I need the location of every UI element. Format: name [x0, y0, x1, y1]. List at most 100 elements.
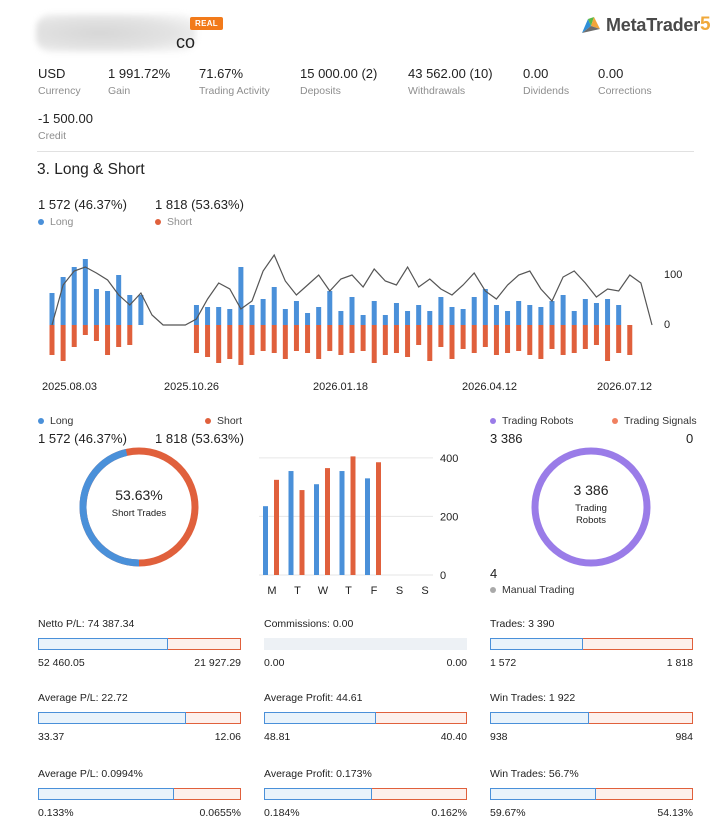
- short-total: 1 818 (53.63%): [155, 197, 244, 212]
- timeline-long-bar: [360, 315, 366, 325]
- timeline-long-bar: [105, 291, 111, 325]
- robots-center-value: 3 386: [573, 482, 609, 498]
- metatrader-logo-icon: [582, 17, 600, 33]
- split-bar-right-part: [583, 638, 693, 650]
- weekday-short-bar: [325, 468, 330, 575]
- logo-number: 5: [700, 14, 711, 35]
- stat-label: Dividends: [523, 85, 570, 97]
- manual-value: 4: [490, 566, 498, 581]
- stat-label: Gain: [108, 85, 131, 97]
- long-total: 1 572 (46.37%): [38, 197, 127, 212]
- timeline-short-bar: [527, 325, 533, 355]
- timeline-long-bar: [305, 313, 311, 325]
- timeline-long-bar: [471, 297, 477, 325]
- timeline-short-bar: [449, 325, 455, 359]
- long-short-donut: [79, 447, 199, 567]
- timeline-short-bar: [416, 325, 422, 345]
- weekday-xtick: T: [294, 585, 301, 597]
- stat-split-bar: [264, 712, 467, 724]
- long-legend: Long: [38, 216, 73, 228]
- timeline-short-bar: [293, 325, 299, 351]
- timeline-long-bar: [349, 297, 355, 325]
- short-dot-icon: [205, 418, 211, 424]
- blurred-account-name: [36, 14, 196, 52]
- stat-split-bar: [490, 712, 693, 724]
- timeline-short-bar: [60, 325, 66, 361]
- donut-center: 53.63% Short Trades: [78, 487, 200, 519]
- timeline-short-bar: [249, 325, 255, 355]
- stat-bar-title: Average P/L: 22.72: [38, 692, 128, 704]
- stat-bar-left-value: 0.133%: [38, 807, 74, 819]
- timeline-long-bar: [382, 315, 388, 325]
- stat-value: 1 991.72%: [108, 66, 171, 81]
- stat-bar-title: Netto P/L: 74 387.34: [38, 618, 135, 630]
- timeline-ytick-100: 100: [664, 269, 683, 281]
- timeline-short-bar: [271, 325, 277, 353]
- timeline-long-bar: [416, 305, 422, 325]
- section-divider: [37, 151, 694, 152]
- donut-long-legend-label: Long: [50, 415, 74, 427]
- stat-label: Withdrawals: [408, 85, 466, 97]
- real-badge: REAL: [190, 17, 223, 30]
- stat-split-bar: [38, 638, 241, 650]
- stat-value: 43 562.00 (10): [408, 66, 493, 81]
- stat-trading-activity: 71.67% Trading Activity: [199, 66, 270, 97]
- timeline-long-bar: [549, 301, 555, 325]
- weekday-xtick: S: [396, 585, 403, 597]
- split-bar-left-part: [490, 638, 583, 650]
- stat-value: 0.00: [523, 66, 549, 81]
- donut-short-legend-label: Short: [217, 415, 243, 427]
- robots-value: 3 386: [490, 431, 523, 446]
- weekday-short-bar: [350, 456, 356, 575]
- timeline-short-bar: [82, 325, 88, 335]
- split-bar-right-part: [589, 712, 693, 724]
- timeline-long-bar: [593, 303, 599, 325]
- timeline-short-bar: [460, 325, 466, 349]
- timeline-xtick: 2026.04.12: [462, 381, 518, 393]
- timeline-short-bar: [216, 325, 222, 363]
- timeline-short-bar: [93, 325, 99, 341]
- timeline-long-bar: [571, 311, 577, 325]
- timeline-balance-line: [51, 253, 653, 326]
- timeline-short-bar: [571, 325, 577, 353]
- timeline-short-bar: [493, 325, 499, 355]
- stat-dividends: 0.00 Dividends: [523, 66, 569, 97]
- timeline-short-bar: [482, 325, 488, 347]
- timeline-long-bar: [393, 303, 399, 325]
- signals-legend-label: Trading Signals: [624, 415, 697, 427]
- weekday-xtick: W: [318, 585, 329, 597]
- timeline-short-bar: [549, 325, 555, 349]
- weekday-long-bar: [288, 471, 294, 575]
- stat-bar-title: Average Profit: 0.173%: [264, 768, 372, 780]
- split-bar-right-part: [596, 788, 693, 800]
- timeline-short-bar: [316, 325, 322, 359]
- stat-currency: USD Currency: [38, 66, 81, 97]
- timeline-short-bar: [593, 325, 599, 345]
- donut-long-legend: Long: [38, 415, 73, 427]
- stat-corrections: 0.00 Corrections: [598, 66, 652, 97]
- timeline-long-bar: [49, 293, 55, 325]
- timeline-xtick: 2025.08.03: [42, 381, 98, 393]
- long-short-timeline-chart: [49, 253, 653, 365]
- stat-label: Trading Activity: [199, 85, 270, 97]
- split-bar-right-part: [186, 712, 241, 724]
- split-bar-left-part: [38, 638, 168, 650]
- stat-credit: -1 500.00 Credit: [38, 111, 93, 142]
- timeline-short-bar: [282, 325, 288, 359]
- split-bar-right-part: [168, 638, 241, 650]
- stat-bar-left-value: 59.67%: [490, 807, 526, 819]
- weekday-xtick: M: [267, 585, 276, 597]
- timeline-long-bar: [493, 305, 499, 325]
- metatrader-logo[interactable]: MetaTrader 5: [580, 12, 711, 38]
- split-bar-left-part: [38, 788, 174, 800]
- timeline-long-bar: [116, 275, 122, 325]
- timeline-short-bar: [327, 325, 333, 351]
- timeline-short-bar: [349, 325, 355, 353]
- signals-dot-icon: [612, 418, 618, 424]
- weekday-short-bar: [274, 479, 279, 575]
- timeline-long-bar: [338, 311, 344, 325]
- weekday-xtick: S: [421, 585, 428, 597]
- timeline-long-bar: [193, 305, 199, 325]
- weekday-bar-chart: M T W T F S S 400 200 0: [259, 453, 458, 597]
- timeline-short-bar: [382, 325, 388, 355]
